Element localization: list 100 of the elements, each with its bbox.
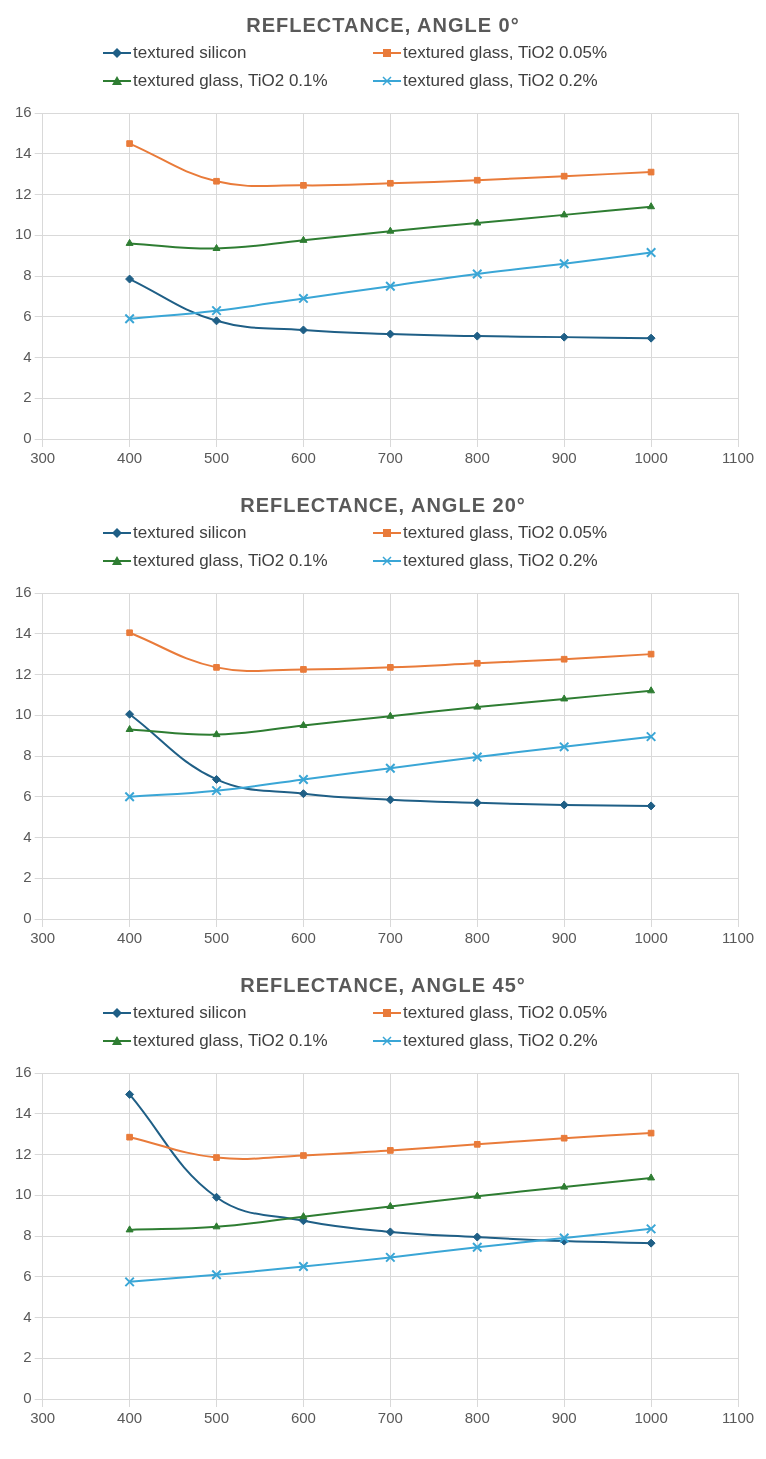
legend-label: textured silicon <box>133 43 247 63</box>
point <box>211 785 222 796</box>
point <box>298 1261 309 1272</box>
point <box>473 218 482 226</box>
y-tick-label: 2 <box>23 388 32 406</box>
point <box>645 731 657 742</box>
point <box>386 1201 395 1209</box>
point <box>124 791 135 802</box>
x-tick-label: 500 <box>204 1409 230 1427</box>
point <box>385 1227 395 1237</box>
point <box>560 1134 568 1142</box>
x-tick-label: 700 <box>377 1409 403 1427</box>
y-tick-label: 4 <box>23 347 32 365</box>
y-tick-label: 0 <box>23 909 32 927</box>
point <box>299 720 308 728</box>
point <box>212 1192 222 1202</box>
point <box>647 168 655 176</box>
point <box>212 1222 221 1230</box>
legend-label: textured glass, TiO2 0.1% <box>133 1031 328 1051</box>
point <box>473 702 482 710</box>
y-tick-label: 12 <box>15 1144 32 1162</box>
y-tick-label: 16 <box>15 103 32 121</box>
y-tick-label: 16 <box>15 1063 32 1081</box>
point <box>126 140 133 147</box>
x-tick-label: 1100 <box>721 929 755 947</box>
point <box>385 795 395 805</box>
y-tick-label: 4 <box>23 827 32 845</box>
point <box>560 172 568 180</box>
point <box>213 664 220 671</box>
point <box>213 1154 220 1161</box>
legend-label: textured glass, TiO2 0.05% <box>403 1003 608 1023</box>
point <box>298 293 309 304</box>
point <box>124 1276 135 1288</box>
y-tick-label: 4 <box>23 1307 32 1325</box>
x-tick-label: 800 <box>464 929 490 947</box>
point <box>647 1129 655 1137</box>
x-tick-label: 1000 <box>634 1409 668 1427</box>
point <box>387 1147 394 1154</box>
point <box>386 226 395 234</box>
point <box>212 730 221 738</box>
point <box>473 659 481 667</box>
point <box>473 1191 482 1199</box>
y-tick-label: 6 <box>23 1266 32 1284</box>
point <box>472 1232 482 1242</box>
point <box>472 798 482 808</box>
x-tick-label: 800 <box>464 1409 490 1427</box>
point <box>124 313 135 325</box>
chart-title: REFLECTANCE, ANGLE 45° <box>239 973 527 997</box>
point <box>387 664 394 671</box>
y-tick-label: 0 <box>23 1389 32 1407</box>
y-tick-label: 10 <box>15 225 32 243</box>
point <box>646 1238 656 1248</box>
point <box>646 333 656 343</box>
y-tick-label: 6 <box>23 306 32 324</box>
point <box>385 762 396 774</box>
point <box>298 325 308 335</box>
x-tick-label: 700 <box>377 449 403 467</box>
y-tick-label: 10 <box>15 1185 32 1203</box>
x-tick-label: 900 <box>551 449 577 467</box>
y-tick-label: 14 <box>15 623 32 641</box>
legend-label: textured silicon <box>133 1003 247 1023</box>
point <box>385 1252 396 1263</box>
point <box>387 179 394 187</box>
point <box>558 1232 570 1244</box>
point <box>300 182 307 189</box>
legend-label: textured glass, TiO2 0.1% <box>133 71 328 91</box>
x-tick-label: 400 <box>117 449 143 467</box>
legend-label: textured glass, TiO2 0.1% <box>133 551 328 571</box>
point <box>560 1182 569 1190</box>
x-tick-label: 700 <box>377 929 403 947</box>
point <box>645 1223 657 1235</box>
point <box>473 176 481 184</box>
point <box>299 235 308 243</box>
point <box>558 741 570 753</box>
point <box>125 709 135 719</box>
legend-label: textured glass, TiO2 0.2% <box>403 551 598 571</box>
x-tick-label: 500 <box>204 449 230 467</box>
x-tick-label: 800 <box>464 449 490 467</box>
point <box>560 655 568 663</box>
y-tick-label: 14 <box>15 143 32 161</box>
point <box>213 177 220 185</box>
point <box>647 202 656 210</box>
x-tick-label: 300 <box>30 1409 56 1427</box>
x-tick-label: 300 <box>30 449 56 467</box>
y-tick-label: 2 <box>23 868 32 886</box>
y-tick-label: 12 <box>15 664 32 682</box>
y-tick-label: 0 <box>23 429 32 447</box>
x-tick-label: 400 <box>117 929 143 947</box>
point <box>473 1140 481 1148</box>
x-tick-label: 1000 <box>634 449 668 467</box>
point <box>647 1173 656 1181</box>
y-tick-label: 16 <box>15 583 32 601</box>
point <box>211 305 222 316</box>
point <box>472 751 483 763</box>
point <box>125 274 135 284</box>
point <box>126 629 133 637</box>
point <box>126 1133 133 1141</box>
y-tick-label: 2 <box>23 1348 32 1366</box>
point <box>560 210 569 218</box>
legend-label: textured silicon <box>133 523 247 543</box>
